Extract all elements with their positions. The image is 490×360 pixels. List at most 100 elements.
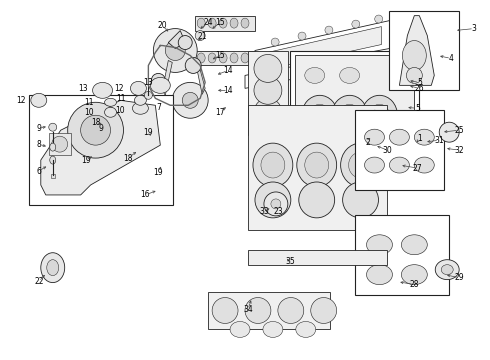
Text: 18: 18: [91, 118, 100, 127]
Ellipse shape: [302, 95, 338, 135]
Ellipse shape: [195, 31, 205, 41]
Text: 3: 3: [472, 24, 477, 33]
Ellipse shape: [50, 156, 56, 164]
Ellipse shape: [172, 82, 208, 118]
Ellipse shape: [52, 136, 68, 152]
Text: 14: 14: [223, 86, 233, 95]
Bar: [195, 15, 255, 31]
Ellipse shape: [390, 129, 409, 145]
Text: 8: 8: [36, 140, 41, 149]
Text: 16: 16: [141, 190, 150, 199]
Polygon shape: [196, 62, 205, 94]
Text: 13: 13: [78, 84, 87, 93]
Ellipse shape: [305, 152, 329, 178]
Polygon shape: [248, 250, 388, 265]
Ellipse shape: [178, 36, 192, 50]
Ellipse shape: [310, 104, 330, 126]
Polygon shape: [358, 110, 439, 190]
Ellipse shape: [261, 152, 285, 178]
Text: 2: 2: [365, 138, 370, 147]
Ellipse shape: [153, 28, 197, 72]
Bar: [195, 50, 255, 66]
Text: 17: 17: [215, 108, 225, 117]
Text: 34: 34: [243, 305, 253, 314]
Ellipse shape: [185, 58, 201, 73]
Polygon shape: [162, 60, 172, 95]
Ellipse shape: [197, 18, 205, 28]
Ellipse shape: [439, 122, 459, 142]
Ellipse shape: [325, 26, 333, 34]
Ellipse shape: [365, 157, 385, 173]
Ellipse shape: [297, 143, 337, 187]
Ellipse shape: [402, 135, 413, 145]
Ellipse shape: [134, 95, 147, 105]
Bar: [390, 11, 459, 90]
Ellipse shape: [415, 129, 434, 145]
Ellipse shape: [296, 321, 316, 337]
Text: 32: 32: [454, 145, 464, 154]
Text: 31: 31: [435, 136, 444, 145]
Text: 5: 5: [417, 78, 422, 87]
Ellipse shape: [348, 152, 372, 178]
Text: 7: 7: [156, 103, 161, 112]
Bar: [49, 133, 71, 155]
Ellipse shape: [271, 38, 279, 46]
Ellipse shape: [391, 134, 402, 146]
Text: 19: 19: [153, 167, 163, 176]
Polygon shape: [208, 292, 330, 329]
Ellipse shape: [406, 67, 422, 84]
Text: 27: 27: [413, 163, 422, 172]
Ellipse shape: [415, 157, 434, 173]
Ellipse shape: [208, 18, 216, 28]
Text: 10: 10: [116, 106, 125, 115]
Text: 19: 19: [144, 128, 153, 137]
Ellipse shape: [254, 76, 282, 104]
Bar: [290, 50, 419, 165]
Ellipse shape: [311, 298, 337, 323]
Text: 33: 33: [259, 207, 269, 216]
Bar: [29, 95, 173, 205]
Ellipse shape: [230, 53, 238, 63]
Ellipse shape: [263, 321, 283, 337]
Ellipse shape: [255, 182, 291, 218]
Text: 22: 22: [34, 277, 44, 286]
Ellipse shape: [212, 298, 238, 323]
Polygon shape: [245, 49, 390, 88]
Ellipse shape: [165, 41, 185, 60]
Ellipse shape: [197, 53, 205, 63]
Text: 12: 12: [114, 84, 123, 93]
Ellipse shape: [367, 265, 392, 285]
Text: 35: 35: [285, 257, 294, 266]
Ellipse shape: [41, 253, 65, 283]
Text: 14: 14: [223, 66, 233, 75]
Text: 26: 26: [415, 84, 424, 93]
Ellipse shape: [402, 41, 426, 71]
Polygon shape: [263, 27, 382, 71]
Text: 29: 29: [454, 273, 464, 282]
Ellipse shape: [145, 91, 152, 99]
Ellipse shape: [241, 53, 249, 63]
Ellipse shape: [375, 15, 383, 23]
Ellipse shape: [362, 95, 397, 135]
Text: 11: 11: [116, 94, 125, 103]
Ellipse shape: [298, 32, 306, 40]
Text: 1: 1: [417, 134, 422, 143]
Ellipse shape: [219, 18, 227, 28]
Bar: [248, 105, 388, 230]
Polygon shape: [255, 21, 390, 80]
Ellipse shape: [253, 143, 293, 187]
Text: 9: 9: [36, 124, 41, 133]
Ellipse shape: [271, 199, 281, 209]
Ellipse shape: [367, 235, 392, 255]
Text: 25: 25: [454, 126, 464, 135]
Text: 19: 19: [81, 156, 91, 165]
Ellipse shape: [278, 298, 304, 323]
Ellipse shape: [369, 104, 390, 126]
Text: 9: 9: [98, 124, 103, 133]
Ellipse shape: [81, 115, 111, 145]
Ellipse shape: [68, 102, 123, 158]
Text: 21: 21: [197, 32, 207, 41]
Ellipse shape: [104, 107, 117, 117]
Ellipse shape: [340, 67, 360, 84]
Ellipse shape: [361, 131, 389, 159]
